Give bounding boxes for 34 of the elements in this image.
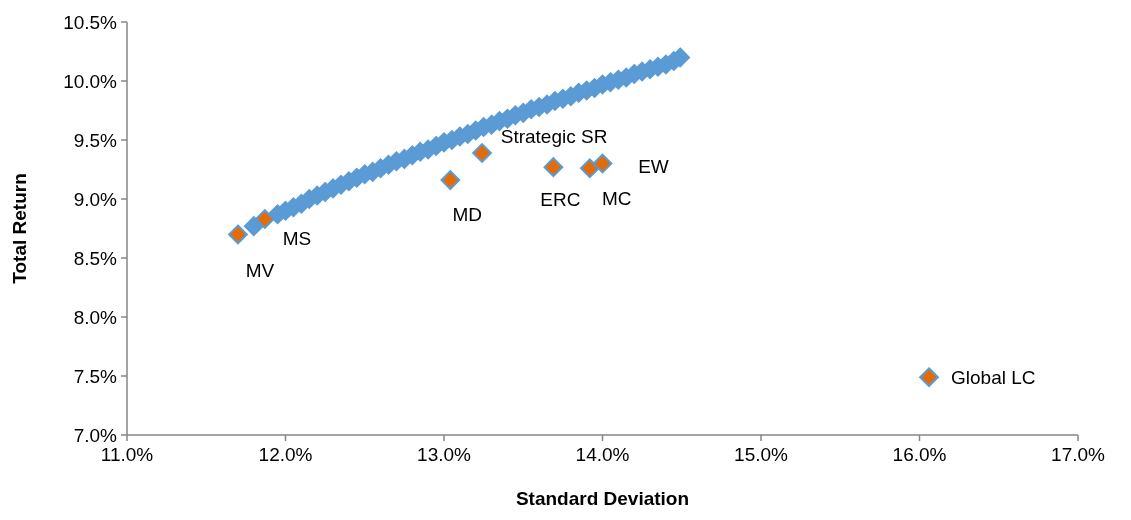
annotation: MC (602, 187, 632, 209)
x-tick-label: 12.0% (258, 444, 313, 465)
x-tick-label: 16.0% (892, 444, 947, 465)
y-tick-label: 7.0% (73, 424, 118, 446)
x-tick-label: 11.0% (100, 444, 154, 465)
point (579, 158, 600, 179)
annotation: Strategic SR (500, 125, 608, 147)
y-tick-label: 9.0% (73, 188, 118, 210)
y-tick-label: 9.5% (73, 129, 118, 151)
annotation: ERC (540, 188, 581, 210)
annotation: Global LC (951, 366, 1036, 388)
annotation: EW (638, 156, 669, 178)
point (228, 224, 248, 245)
point (919, 367, 939, 388)
y-tick-label: 8.5% (73, 247, 118, 269)
y-tick-label: 8.0% (73, 306, 118, 328)
annotation: MV (245, 260, 275, 282)
point (243, 216, 264, 236)
x-axis-title: Standard Deviation (515, 488, 690, 509)
annotation: MS (282, 227, 312, 249)
point (255, 209, 275, 229)
point (543, 157, 564, 177)
x-tick-label: 14.0% (575, 444, 630, 465)
annotation: MD (452, 203, 483, 225)
y-tick-label: 10.0% (63, 70, 118, 92)
point (592, 153, 613, 174)
point (472, 143, 492, 163)
y-tick-label: 7.5% (73, 365, 118, 387)
y-axis-title: Total Return (9, 173, 30, 284)
y-tick-label: 10.5% (63, 11, 118, 33)
point (440, 170, 461, 190)
x-tick-label: 13.0% (417, 444, 472, 465)
x-tick-label: 17.0% (1051, 444, 1106, 465)
x-tick-label: 15.0% (734, 444, 789, 465)
